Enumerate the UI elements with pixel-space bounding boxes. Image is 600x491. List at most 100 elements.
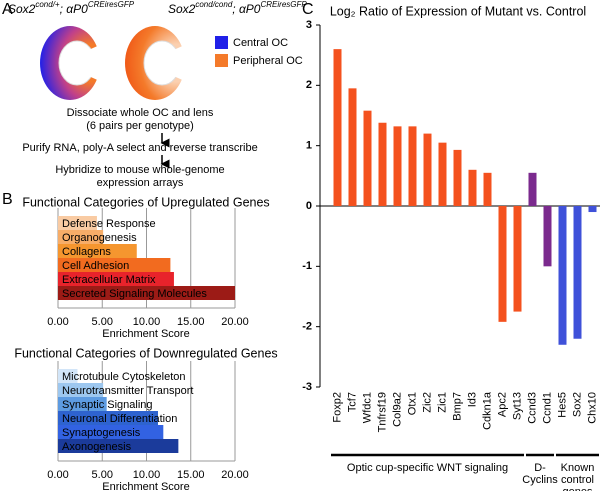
genotype-part: ; αP0 <box>232 2 261 16</box>
bar <box>58 244 137 258</box>
bar <box>573 206 582 339</box>
bar-label: Defense Response <box>62 218 156 230</box>
y-tick-label: -2 <box>302 321 312 333</box>
eye-left <box>40 26 102 100</box>
bar <box>378 122 387 206</box>
x-tick-label: Tnfrsf19 <box>376 392 388 432</box>
x-tick-label: Syt13 <box>511 392 523 420</box>
bar <box>58 216 97 230</box>
x-tick-label: Zic1 <box>436 392 448 413</box>
x-tick-label: 20.00 <box>221 469 249 481</box>
bar <box>453 149 462 206</box>
x-tick-label: Chx10 <box>586 392 598 424</box>
legend-label: Peripheral OC <box>233 55 303 67</box>
chart-title: Functional Categories of Upregulated Gen… <box>22 195 269 209</box>
x-tick-label: Bmp7 <box>451 392 463 421</box>
x-tick-label: Apc2 <box>496 392 508 417</box>
y-tick-label: 1 <box>306 140 312 152</box>
x-tick-label: Sox2 <box>571 392 583 417</box>
bar <box>58 369 78 383</box>
y-tick-label: 0 <box>306 200 312 212</box>
x-axis-label: Enrichment Score <box>102 481 189 491</box>
group-label: control <box>561 474 594 486</box>
x-tick-label: Zic2 <box>421 392 433 413</box>
x-tick-label: Foxp2 <box>331 392 343 423</box>
bar <box>363 110 372 206</box>
x-tick-label: Id3 <box>466 392 478 407</box>
x-tick-label: 0.00 <box>47 469 68 481</box>
bar <box>498 206 507 322</box>
bar-label: Synaptogenesis <box>62 427 141 439</box>
bar-label: Secreted Signaling Molecules <box>62 288 207 300</box>
bar <box>58 230 104 244</box>
bar-label: Organogenesis <box>62 232 137 244</box>
bar <box>483 172 492 206</box>
x-tick-label: Wfdc1 <box>361 392 373 423</box>
genotype: Sox2cond/cond; αP0CREiresGFP <box>168 0 307 16</box>
genotype-sup: CREiresGFP <box>88 0 135 9</box>
bar-label: Collagens <box>62 246 111 258</box>
genotype-part: Sox2 <box>168 2 196 16</box>
bar <box>423 133 432 206</box>
x-tick-label: Hes5 <box>556 392 568 418</box>
bar <box>58 258 171 272</box>
legend-label: Central OC <box>233 37 288 49</box>
x-tick-label: Ccnd3 <box>526 392 538 424</box>
bar <box>58 286 235 300</box>
x-tick-label: Otx1 <box>406 392 418 415</box>
bar <box>58 383 104 397</box>
x-tick-label: 10.00 <box>133 469 161 481</box>
bar-label: Cell Adhesion <box>62 260 129 272</box>
bar <box>58 411 159 425</box>
bar-label: Neuronal Differentiation <box>62 413 177 425</box>
x-tick-label: 0.00 <box>47 316 68 328</box>
legend-swatch <box>215 36 228 49</box>
group-label: Cyclins <box>522 474 558 486</box>
panel-label: B <box>2 191 13 208</box>
y-tick-label: 2 <box>306 79 312 91</box>
bar-label: Extracellular Matrix <box>62 274 156 286</box>
x-tick-label: Ccnd1 <box>541 392 553 424</box>
y-tick-label: -1 <box>302 260 312 272</box>
bar <box>438 142 447 206</box>
genotype-sup: CREiresGFP <box>260 0 307 9</box>
step-text: (6 pairs per genotype) <box>86 120 194 132</box>
bar <box>333 49 342 207</box>
bar <box>58 439 179 453</box>
bar <box>408 126 417 206</box>
x-tick-label: 5.00 <box>92 469 113 481</box>
legend-swatch <box>215 54 228 67</box>
genotype-part: Sox2 <box>8 2 36 16</box>
bar <box>348 88 357 206</box>
x-tick-label: 10.00 <box>133 316 161 328</box>
x-tick-label: Col9a2 <box>391 392 403 427</box>
group-label: D- <box>534 462 546 474</box>
step-text: Hybridize to mouse whole-genome <box>55 164 224 176</box>
genotype-part: ; αP0 <box>60 2 89 16</box>
group-label: Optic cup-specific WNT signaling <box>347 462 508 474</box>
step-text: Purify RNA, poly-A select and reverse tr… <box>22 142 257 154</box>
group-label: Known <box>561 462 595 474</box>
bar-label: Synaptic Signaling <box>62 399 153 411</box>
x-tick-label: 20.00 <box>221 316 249 328</box>
bar <box>58 397 107 411</box>
eye-right <box>125 26 187 100</box>
panel-label: A <box>2 1 13 18</box>
bar <box>543 206 552 267</box>
bar-label: Neurotransmitter Transport <box>62 385 193 397</box>
x-axis-label: Enrichment Score <box>102 328 189 340</box>
x-tick-label: 5.00 <box>92 316 113 328</box>
bar <box>558 206 567 345</box>
bar <box>58 425 164 439</box>
bar <box>468 169 477 206</box>
x-tick-label: Cdkn1a <box>481 391 493 430</box>
y-tick-label: -3 <box>302 381 312 393</box>
step-text: expression arrays <box>97 177 184 189</box>
group-label: genes <box>563 486 593 491</box>
y-tick-label: 3 <box>306 19 312 31</box>
genotype-sup: cond/+ <box>35 0 60 9</box>
x-tick-label: 15.00 <box>177 316 205 328</box>
bar <box>393 126 402 206</box>
bar-label: Microtubule Cytoskeleton <box>62 371 186 383</box>
